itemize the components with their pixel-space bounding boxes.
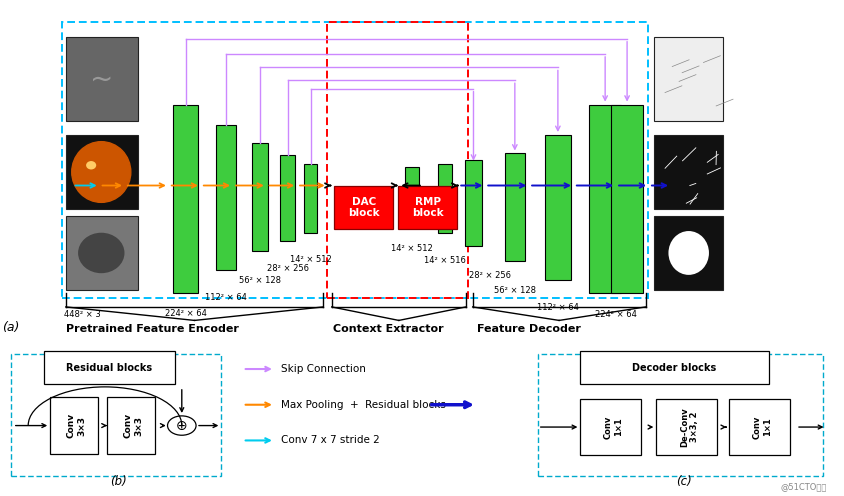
Text: 28² × 256: 28² × 256: [267, 264, 309, 273]
Bar: [107, 397, 155, 454]
Text: 14² × 512: 14² × 512: [289, 255, 332, 264]
Circle shape: [168, 416, 196, 435]
Bar: [438, 164, 452, 233]
Text: Conv 7 x 7 stride 2: Conv 7 x 7 stride 2: [281, 435, 380, 445]
Text: 224² × 64: 224² × 64: [595, 310, 637, 318]
Text: 56² × 128: 56² × 128: [494, 286, 536, 295]
Text: ~: ~: [89, 65, 113, 93]
Text: Pretrained Feature Encoder: Pretrained Feature Encoder: [66, 324, 239, 334]
Text: 448² × 3: 448² × 3: [64, 310, 101, 318]
Text: Skip Connection: Skip Connection: [281, 364, 366, 374]
Text: Conv
1×1: Conv 1×1: [753, 415, 772, 439]
Bar: [173, 105, 198, 294]
FancyBboxPatch shape: [581, 351, 769, 384]
Bar: [654, 135, 723, 209]
Text: (a): (a): [2, 321, 19, 334]
Bar: [729, 399, 790, 455]
Bar: [505, 153, 525, 261]
Text: 14² × 516: 14² × 516: [424, 255, 466, 265]
Bar: [216, 125, 236, 270]
Text: Decoder blocks: Decoder blocks: [632, 363, 717, 372]
Text: 224² × 64: 224² × 64: [165, 309, 207, 317]
Bar: [327, 22, 468, 299]
Text: Conv
3×3: Conv 3×3: [124, 413, 143, 438]
Text: DAC
block: DAC block: [348, 196, 380, 218]
Ellipse shape: [72, 142, 131, 202]
Text: 14² × 512: 14² × 512: [391, 244, 433, 252]
Text: @51CTO博客: @51CTO博客: [781, 482, 827, 491]
Bar: [538, 354, 824, 476]
Bar: [252, 143, 268, 251]
Text: (c): (c): [676, 475, 691, 488]
Text: Conv
3×3: Conv 3×3: [67, 413, 86, 438]
Bar: [66, 216, 138, 290]
Text: 112² × 64: 112² × 64: [537, 303, 579, 312]
Text: 56² × 128: 56² × 128: [239, 276, 281, 285]
Text: 28² × 256: 28² × 256: [468, 271, 511, 280]
Bar: [581, 399, 641, 455]
Bar: [545, 135, 571, 280]
Ellipse shape: [86, 161, 96, 170]
Bar: [611, 105, 643, 294]
Bar: [465, 160, 482, 246]
Text: Max Pooling  +  Residual blocks: Max Pooling + Residual blocks: [281, 400, 446, 410]
Bar: [654, 216, 723, 290]
Bar: [654, 37, 723, 122]
Bar: [405, 167, 419, 221]
Bar: [589, 105, 621, 294]
Text: De-Conv
3×3, 2: De-Conv 3×3, 2: [680, 407, 700, 447]
Bar: [66, 135, 138, 209]
Bar: [11, 354, 221, 476]
Ellipse shape: [668, 231, 709, 275]
Bar: [657, 399, 717, 455]
Text: (b): (b): [110, 475, 127, 488]
Text: ⊕: ⊕: [176, 419, 187, 433]
Bar: [62, 22, 648, 299]
Bar: [66, 37, 138, 122]
Text: Residual blocks: Residual blocks: [67, 363, 153, 372]
Ellipse shape: [78, 233, 125, 273]
Text: Conv
1×1: Conv 1×1: [604, 415, 624, 439]
Bar: [50, 397, 99, 454]
Text: RMP
block: RMP block: [412, 196, 444, 218]
Bar: [280, 155, 295, 241]
Text: Context Extractor: Context Extractor: [333, 324, 443, 334]
Text: 112² × 64: 112² × 64: [205, 293, 247, 302]
Bar: [334, 186, 393, 229]
FancyBboxPatch shape: [44, 351, 176, 384]
Bar: [398, 186, 457, 229]
Text: Feature Decoder: Feature Decoder: [477, 324, 581, 334]
Bar: [304, 164, 317, 233]
